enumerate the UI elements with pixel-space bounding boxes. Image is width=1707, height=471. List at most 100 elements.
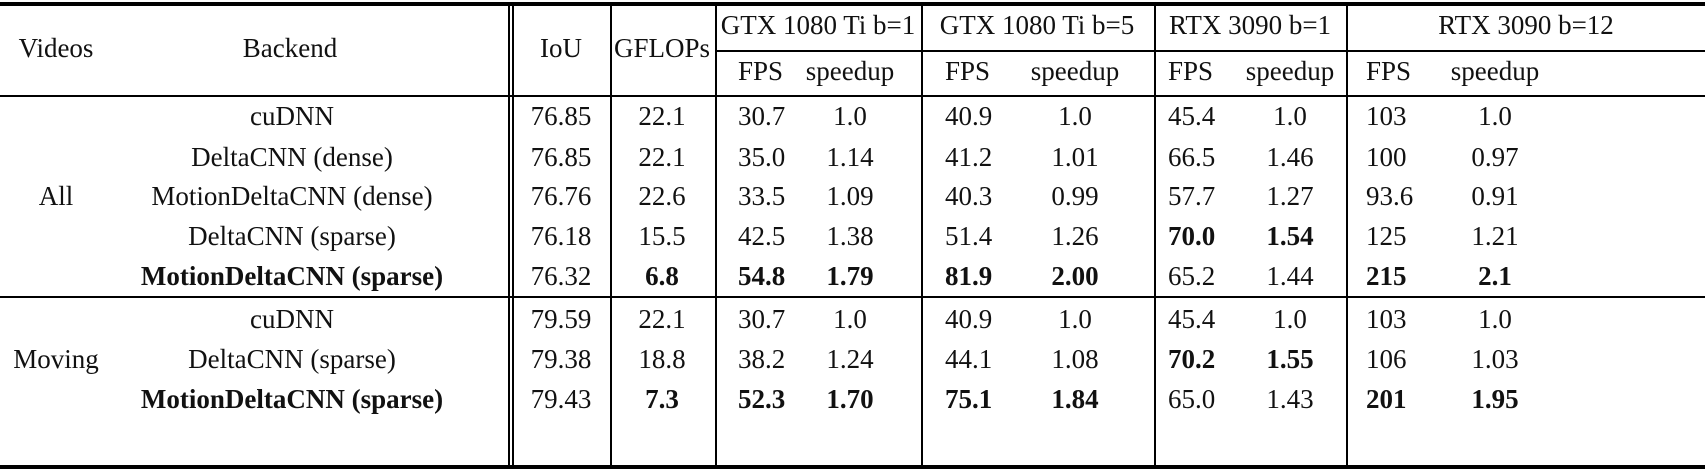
backend-name: DeltaCNN (sparse)	[188, 344, 396, 374]
column-divider	[1346, 6, 1348, 465]
header-gpu-group: GTX 1080 Ti b=5	[939, 10, 1135, 40]
fps-value: 45.4	[1168, 101, 1216, 131]
speedup-value: 1.44	[1266, 261, 1314, 291]
speedup-value: 2.00	[1051, 261, 1099, 291]
column-divider	[512, 6, 514, 465]
speedup-value: 1.0	[1273, 304, 1307, 334]
subheader-fps: FPS	[945, 56, 991, 86]
speedup-value: 1.84	[1051, 384, 1099, 414]
fps-value: 93.6	[1366, 181, 1414, 211]
backend-name: cuDNN	[250, 304, 334, 334]
fps-value: 52.3	[738, 384, 786, 414]
fps-value: 30.7	[738, 101, 786, 131]
fps-value: 215	[1366, 261, 1407, 291]
speedup-value: 1.0	[1478, 304, 1512, 334]
fps-value: 70.0	[1168, 221, 1216, 251]
speedup-value: 1.95	[1471, 384, 1519, 414]
iou-value: 76.18	[530, 221, 592, 251]
fps-value: 75.1	[945, 384, 993, 414]
section-label-moving: Moving	[13, 344, 99, 374]
subheader-speedup: speedup	[1245, 56, 1335, 86]
speedup-value: 1.03	[1471, 344, 1519, 374]
speedup-value: 1.0	[1273, 101, 1307, 131]
gflops-value: 22.1	[638, 101, 686, 131]
speedup-value: 2.1	[1478, 261, 1512, 291]
header-gpu-group: RTX 3090 b=1	[1168, 10, 1332, 40]
fps-value: 66.5	[1168, 142, 1216, 172]
header-videos: Videos	[18, 33, 94, 63]
fps-value: 100	[1366, 142, 1407, 172]
speedup-value: 1.46	[1266, 142, 1314, 172]
backend-name: cuDNN	[250, 101, 334, 131]
fps-value: 44.1	[945, 344, 993, 374]
speedup-value: 0.99	[1051, 181, 1099, 211]
gflops-value: 7.3	[645, 384, 679, 414]
backend-name: DeltaCNN (sparse)	[188, 221, 396, 251]
speedup-value: 1.55	[1266, 344, 1314, 374]
gflops-value: 6.8	[645, 261, 679, 291]
iou-value: 76.85	[530, 142, 592, 172]
fps-value: 201	[1366, 384, 1407, 414]
subheader-speedup: speedup	[1450, 56, 1540, 86]
bottom-rule	[0, 465, 1705, 469]
speedup-value: 1.0	[833, 304, 867, 334]
header-backend: Backend	[242, 33, 338, 63]
speedup-value: 1.0	[1058, 304, 1092, 334]
subheader-speedup: speedup	[805, 56, 895, 86]
backend-name: MotionDeltaCNN (sparse)	[140, 261, 444, 291]
speedup-value: 1.26	[1051, 221, 1099, 251]
speedup-value: 0.91	[1471, 181, 1519, 211]
top-rule	[0, 2, 1705, 6]
column-divider	[921, 6, 923, 465]
fps-value: 42.5	[738, 221, 786, 251]
speedup-value: 1.38	[826, 221, 874, 251]
fps-value: 33.5	[738, 181, 786, 211]
column-divider	[508, 6, 510, 465]
backend-name: MotionDeltaCNN (dense)	[151, 181, 433, 211]
fps-value: 30.7	[738, 304, 786, 334]
gflops-value: 22.6	[638, 181, 686, 211]
fps-value: 103	[1366, 304, 1407, 334]
subheader-fps: FPS	[738, 56, 784, 86]
speedup-value: 0.97	[1471, 142, 1519, 172]
iou-value: 76.85	[530, 101, 592, 131]
speedup-value: 1.24	[826, 344, 874, 374]
gflops-value: 15.5	[638, 221, 686, 251]
header-gpu-group: RTX 3090 b=12	[1438, 10, 1614, 40]
header-rule	[0, 95, 1705, 97]
section-label-all: All	[38, 181, 74, 211]
header-group-rule	[715, 50, 1705, 52]
section-separator	[0, 296, 1705, 298]
speedup-value: 1.0	[833, 101, 867, 131]
gflops-value: 22.1	[638, 304, 686, 334]
column-divider	[1154, 6, 1156, 465]
iou-value: 76.76	[530, 181, 592, 211]
subheader-speedup: speedup	[1030, 56, 1120, 86]
fps-value: 35.0	[738, 142, 786, 172]
speedup-value: 1.70	[826, 384, 874, 414]
speedup-value: 1.43	[1266, 384, 1314, 414]
fps-value: 40.9	[945, 304, 993, 334]
speedup-value: 1.14	[826, 142, 874, 172]
speedup-value: 1.08	[1051, 344, 1099, 374]
header-gflops: GFLOPs	[613, 33, 711, 63]
header-iou: IoU	[540, 33, 582, 63]
fps-value: 65.0	[1168, 384, 1216, 414]
fps-value: 40.3	[945, 181, 993, 211]
speedup-value: 1.79	[826, 261, 874, 291]
fps-value: 51.4	[945, 221, 993, 251]
speedup-value: 1.01	[1051, 142, 1099, 172]
iou-value: 76.32	[530, 261, 592, 291]
backend-name: MotionDeltaCNN (sparse)	[140, 384, 444, 414]
fps-value: 41.2	[945, 142, 993, 172]
fps-value: 57.7	[1168, 181, 1216, 211]
column-divider	[715, 6, 717, 465]
fps-value: 38.2	[738, 344, 786, 374]
speedup-value: 1.27	[1266, 181, 1314, 211]
fps-value: 54.8	[738, 261, 786, 291]
backend-name: DeltaCNN (dense)	[191, 142, 393, 172]
speedup-value: 1.0	[1058, 101, 1092, 131]
gflops-value: 22.1	[638, 142, 686, 172]
header-gpu-group: GTX 1080 Ti b=1	[720, 10, 916, 40]
iou-value: 79.59	[530, 304, 592, 334]
